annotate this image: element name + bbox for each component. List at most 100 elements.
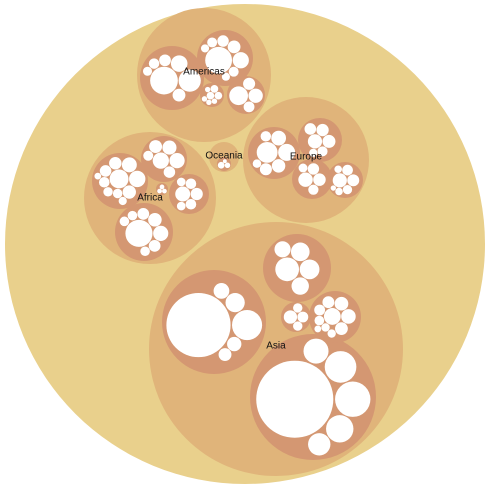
country-circle-asia-1-6 (218, 348, 232, 362)
country-circle-africa-1-8 (112, 188, 123, 199)
country-circle-europe-3-3 (307, 163, 320, 175)
country-circle-europe-2-4 (304, 123, 317, 135)
country-circle-americas-2-4 (217, 35, 229, 47)
country-circle-africa-5-1 (157, 188, 162, 194)
country-circle-americas-3-4 (243, 101, 255, 113)
country-circle-asia-1-5 (227, 336, 242, 352)
country-circle-americas-4-3 (210, 85, 219, 93)
country-circle-europe-2-1 (307, 134, 323, 149)
country-circle-americas-1-3 (170, 55, 188, 72)
country-circle-asia-2-6 (308, 433, 331, 456)
region-label-oceania: Oceania (205, 151, 243, 162)
country-circle-americas-1-2 (178, 69, 201, 92)
country-circle-asia-3-4 (291, 277, 309, 295)
country-circle-africa-1-2 (129, 170, 146, 188)
country-circle-africa-3-6 (143, 150, 154, 161)
country-circle-americas-2-5 (207, 37, 218, 48)
country-circle-africa-3-4 (149, 140, 163, 154)
country-circle-asia-2-4 (326, 415, 354, 443)
country-circle-asia-1-1 (166, 292, 231, 358)
country-circle-asia-4-8 (321, 323, 330, 332)
country-circle-africa-1-9 (103, 187, 113, 197)
country-circle-oceania-1-3 (222, 159, 227, 164)
country-circle-americas-3-1 (229, 86, 248, 106)
country-circle-americas-2-7 (200, 44, 210, 53)
country-circle-asia-4-1 (323, 308, 341, 325)
country-circle-americas-1-7 (142, 66, 153, 76)
country-circle-africa-1-4 (122, 185, 136, 199)
country-circle-asia-3-2 (299, 259, 320, 280)
country-circle-africa-1-6 (99, 165, 112, 177)
region-label-europe: Europe (290, 152, 323, 163)
country-circle-asia-3-3 (290, 242, 310, 262)
country-circle-asia-1-4 (213, 283, 230, 299)
country-circle-africa-2-3 (148, 213, 162, 227)
country-circle-oceania-1-1 (217, 161, 225, 169)
country-circle-europe-4-2 (347, 174, 360, 187)
country-circle-asia-4-2 (341, 309, 356, 324)
country-circle-europe-4-7 (330, 185, 337, 191)
country-circle-asia-3-5 (274, 241, 291, 258)
country-circle-asia-2-1 (256, 360, 334, 438)
country-circle-americas-3-3 (243, 77, 256, 90)
country-circle-asia-4-6 (314, 304, 326, 316)
country-circle-europe-2-2 (322, 134, 336, 148)
country-circle-europe-4-5 (334, 165, 342, 174)
country-circle-americas-4-2 (214, 91, 223, 100)
country-circle-africa-4-3 (185, 178, 197, 190)
country-circle-africa-2-4 (137, 207, 150, 220)
country-circle-africa-2-6 (140, 246, 150, 257)
country-circle-americas-4-4 (204, 86, 211, 93)
country-circle-europe-4-3 (342, 164, 353, 176)
country-circle-americas-4-5 (211, 98, 218, 104)
country-circle-americas-4-1 (206, 91, 215, 100)
country-circle-europe-4-1 (332, 173, 347, 188)
country-circle-americas-4-6 (206, 99, 212, 106)
country-circle-europe-3-2 (313, 173, 326, 186)
country-circle-asia-4-7 (314, 315, 325, 326)
country-circle-europe-1-3 (271, 130, 287, 146)
country-circle-africa-2-1 (125, 219, 153, 247)
country-circle-europe-3-4 (308, 184, 319, 195)
country-circle-europe-2-5 (317, 146, 328, 157)
country-circle-africa-4-1 (175, 186, 191, 202)
country-circle-africa-4-6 (176, 201, 186, 211)
country-circle-europe-2-3 (316, 123, 329, 137)
country-circle-africa-4-4 (185, 198, 197, 210)
country-circle-asia-4-10 (314, 325, 322, 333)
country-circle-americas-2-6 (228, 66, 239, 77)
country-circle-asia-4-5 (322, 296, 335, 309)
region-label-americas: Americas (183, 67, 225, 78)
country-circle-europe-1-5 (259, 163, 272, 176)
country-circle-africa-5-2 (162, 188, 167, 194)
country-circle-europe-3-1 (298, 172, 313, 187)
country-circle-americas-2-1 (205, 46, 233, 74)
country-circle-americas-4-7 (201, 96, 208, 102)
country-circle-europe-1-2 (278, 143, 296, 161)
country-circle-americas-1-5 (159, 54, 171, 67)
country-circle-africa-1-7 (98, 176, 110, 188)
country-circle-africa-4-5 (176, 177, 186, 187)
country-circle-asia-4-3 (334, 296, 349, 311)
country-circle-asia-5-2 (297, 311, 309, 323)
country-circle-europe-4-6 (335, 187, 343, 196)
country-circle-asia-4-4 (335, 322, 348, 336)
country-circle-asia-1-3 (225, 292, 245, 313)
country-circle-africa-1-3 (121, 157, 137, 173)
country-circle-asia-5-4 (293, 321, 303, 331)
country-circle-americas-1-1 (150, 66, 178, 95)
country-circle-africa-2-2 (153, 225, 169, 241)
country-circle-africa-1-10 (118, 196, 127, 206)
country-circle-asia-2-5 (303, 338, 329, 364)
country-circle-europe-1-6 (260, 131, 272, 142)
country-circle-africa-2-5 (148, 239, 161, 252)
region-label-africa: Africa (137, 193, 163, 204)
country-circle-asia-5-1 (283, 310, 298, 324)
country-circle-africa-2-7 (127, 210, 138, 221)
country-circle-americas-2-8 (221, 72, 230, 81)
country-circle-africa-4-2 (190, 187, 203, 201)
country-circle-asia-2-2 (335, 381, 371, 417)
country-circle-europe-4-4 (342, 184, 353, 195)
